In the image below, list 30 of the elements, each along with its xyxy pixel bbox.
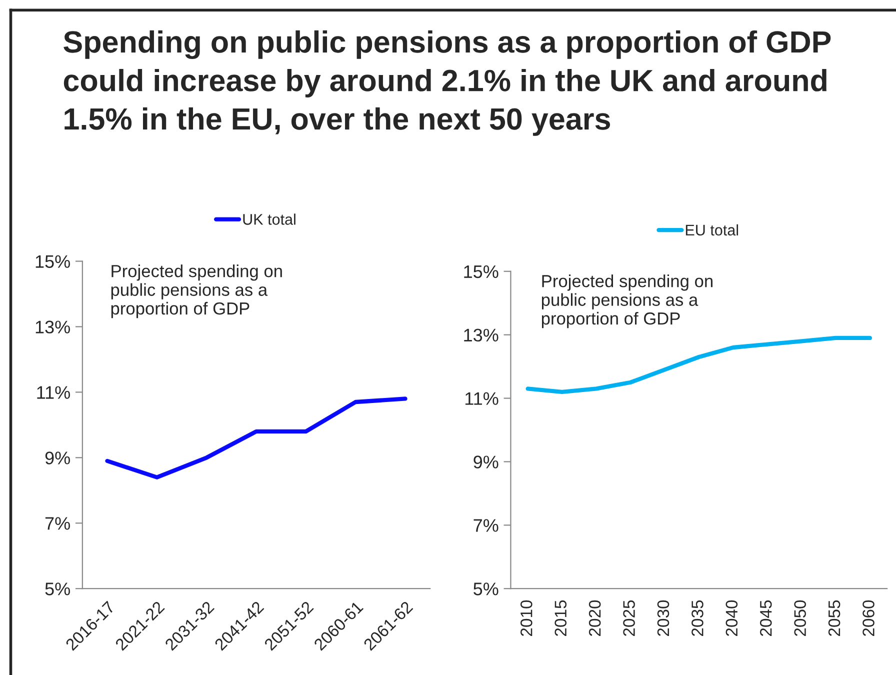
annotation: Projected spending on public pensions as a proportion of GDP (542, 274, 712, 328)
y-tick-label: 5% (45, 582, 70, 596)
y-tick-label: 11% (465, 392, 498, 405)
y-tick-label: 15% (36, 255, 70, 268)
y-tick-label: 7% (474, 519, 498, 532)
x-tick-label: 2015 (554, 600, 567, 636)
y-tick-label: 9% (45, 452, 70, 464)
x-tick-label: 2025 (623, 600, 635, 636)
y-tick-label: 11% (37, 386, 70, 399)
x-tick-label: 2050 (794, 600, 806, 636)
x-tick-label: 2035 (692, 600, 704, 636)
y-tick-label: 9% (474, 456, 498, 468)
line-series (526, 336, 872, 394)
y-tick-label: 5% (474, 582, 498, 596)
y-tick-label: 7% (45, 517, 70, 530)
y-tick-label: 13% (464, 328, 498, 342)
legend-label: UK total (243, 214, 296, 225)
x-tick-label: 2060 (862, 600, 874, 636)
y-tick-label: 13% (36, 320, 70, 334)
annotation: Projected spending on public pensions as a proportion of GDP (111, 264, 282, 318)
x-tick-label: 2030 (657, 600, 670, 636)
x-tick-label: 2010 (520, 600, 532, 636)
x-tick-label: 2020 (588, 600, 601, 636)
legend-label: EU total (686, 224, 738, 236)
x-tick-label: 2045 (760, 600, 772, 636)
line-series (105, 396, 408, 480)
x-tick-label: 2055 (828, 600, 840, 636)
y-tick-label: 15% (464, 265, 498, 278)
x-tick-label: 2040 (726, 600, 738, 636)
chart-title: Spending on public pensions as a proportion of GDP could increase by around 2.1% in the UK and around 1.5% in the EU, over the next 50 years (64, 30, 831, 136)
